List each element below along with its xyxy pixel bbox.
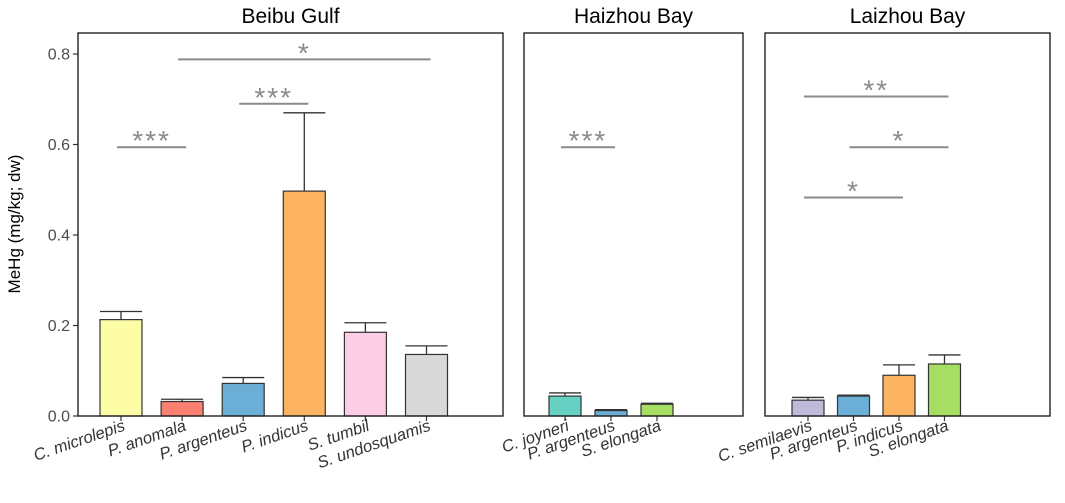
bar <box>640 403 674 417</box>
y-tick-label: 0.6 <box>48 137 70 154</box>
significance-label: * <box>847 175 860 206</box>
y-tick-label: 0.2 <box>48 318 70 335</box>
bar <box>404 353 449 417</box>
bar <box>791 399 825 417</box>
panel-title: Laizhou Bay <box>850 5 966 28</box>
bar <box>594 409 628 417</box>
bar <box>548 395 582 417</box>
panel-border <box>523 32 744 417</box>
bar <box>927 363 962 417</box>
bar <box>282 190 326 417</box>
bar <box>160 400 204 417</box>
significance-label: *** <box>132 125 171 156</box>
significance-label: ** <box>863 75 889 106</box>
significance-label: *** <box>254 82 293 113</box>
y-tick-label: 0.0 <box>48 409 70 426</box>
panel-border <box>77 32 504 417</box>
bar <box>343 331 387 417</box>
bar <box>221 382 265 417</box>
y-tick-label: 0.8 <box>48 47 70 64</box>
y-tick-label: 0.4 <box>48 228 70 245</box>
x-tick-label: P. indicus <box>239 417 310 457</box>
bar <box>99 319 143 417</box>
bar <box>836 395 871 417</box>
y-axis-label: MeHg (mg/kg; dw) <box>5 155 24 294</box>
significance-label: * <box>298 37 311 68</box>
bar <box>882 374 916 417</box>
significance-label: *** <box>569 125 608 156</box>
significance-label: * <box>893 125 906 156</box>
panel-border <box>764 32 1051 417</box>
panel-title: Haizhou Bay <box>574 5 694 28</box>
panel-title: Beibu Gulf <box>241 5 339 28</box>
